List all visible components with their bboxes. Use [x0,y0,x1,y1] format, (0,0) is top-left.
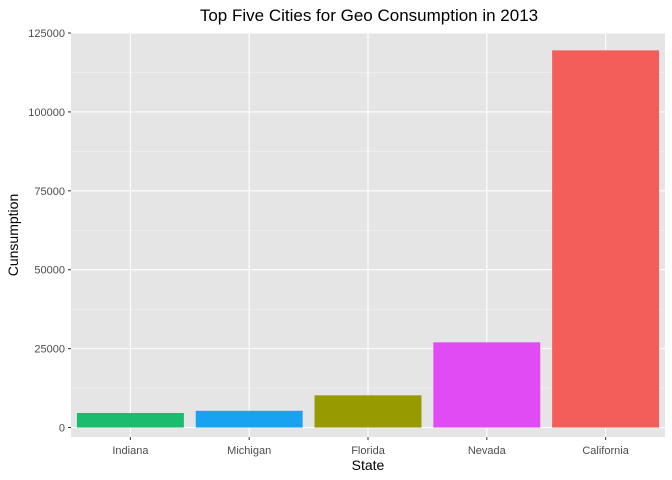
chart-title: Top Five Cities for Geo Consumption in 2… [200,6,538,25]
y-tick-label: 0 [59,423,65,435]
bar-michigan [195,410,303,428]
y-axis-title: Cunsumption [5,194,21,277]
bars [76,50,660,428]
x-tick-label: Michigan [227,445,271,457]
y-tick-label: 25000 [34,344,65,356]
y-tick-label: 50000 [34,265,65,277]
y-axis: 0 25000 50000 75000 100000 125000 [28,28,71,435]
bar-nevada [433,342,541,428]
bar-indiana [76,413,184,428]
x-axis-title: State [352,457,385,473]
y-tick-label: 100000 [28,107,65,119]
y-tick-label: 125000 [28,28,65,40]
x-axis: Indiana Michigan Florida Nevada California [112,437,630,457]
x-tick-label: California [582,445,629,457]
x-tick-label: Indiana [112,445,149,457]
x-tick-label: Nevada [468,445,507,457]
bar-california [552,50,660,428]
y-tick-label: 75000 [34,186,65,198]
x-tick-label: Florida [351,445,386,457]
bar-florida [314,395,422,428]
